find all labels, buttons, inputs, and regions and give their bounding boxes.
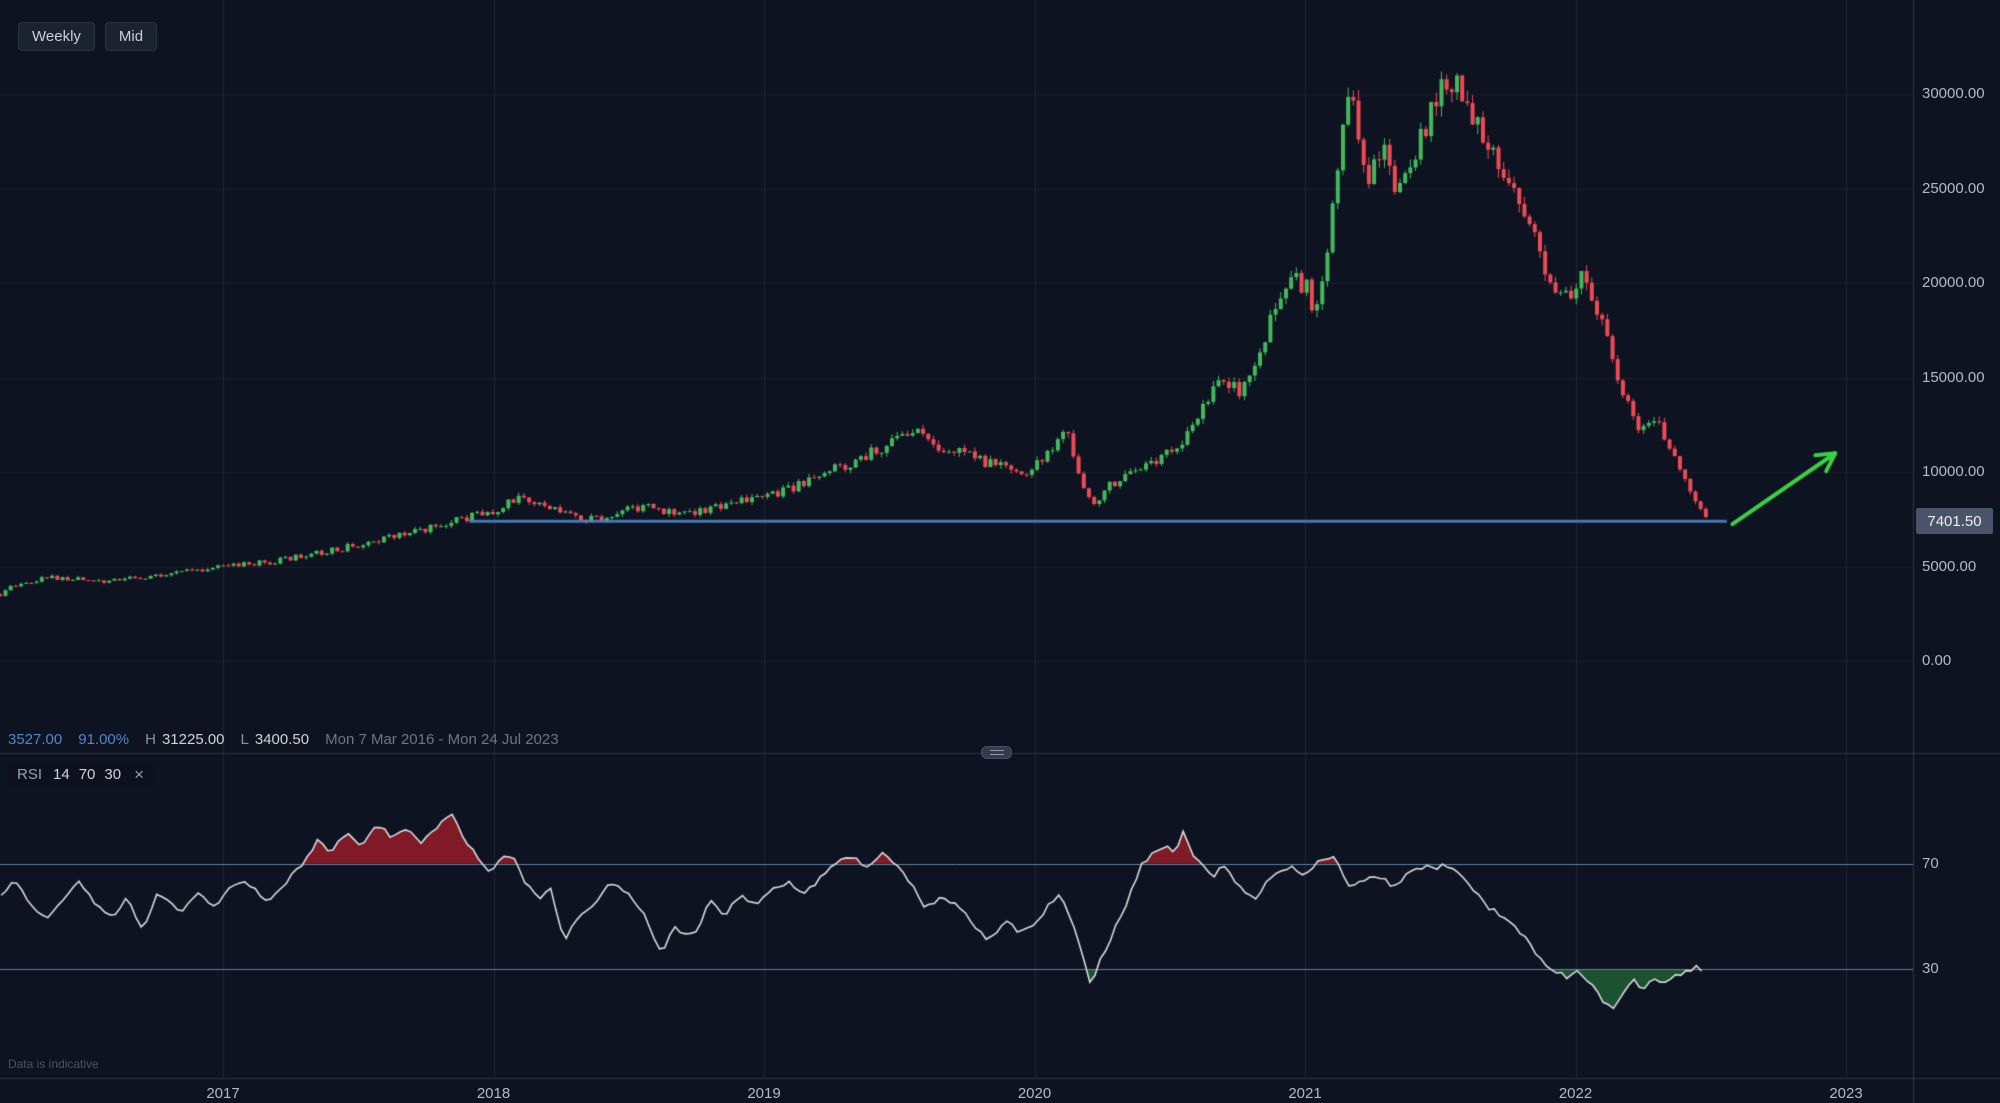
time-axis[interactable]: 2017 2018 2019 2020 2021 2022 2023 [0, 1078, 2000, 1103]
time-axis-label: 2020 [1017, 1085, 1052, 1102]
time-axis-label: 2023 [1829, 1085, 1863, 1102]
rsi-axis-label: 30 [1922, 960, 1939, 978]
price-axis-label: 20000.00 [1922, 274, 1985, 292]
time-axis-label: 2018 [476, 1085, 511, 1102]
rsi-close-button[interactable]: × [134, 765, 145, 784]
high-label: H [145, 731, 156, 748]
open-price-value: 3527.00 [8, 731, 63, 748]
change-percent-value: 91.00% [78, 731, 130, 748]
price-axis-label: 30000.00 [1922, 85, 1985, 103]
rsi-param-value: 30 [104, 766, 122, 783]
rsi-title: RSI [17, 766, 43, 783]
date-range-label: Mon 7 Mar 2016 - Mon 24 Jul 2023 [325, 731, 559, 748]
rsi-params: 14 70 30 [53, 766, 121, 783]
rsi-header: RSI 14 70 30 × [8, 763, 154, 786]
low-label: L [240, 731, 249, 748]
high-group: H 31225.00 [145, 731, 224, 748]
price-axis[interactable]: 30000.00 25000.00 20000.00 15000.00 10000.00… [1913, 0, 2000, 1078]
high-value: 31225.00 [161, 731, 225, 748]
price-axis-label: 5000.00 [1922, 557, 1977, 575]
current-price-label: 7401.50 [1916, 508, 1993, 535]
low-value: 3400.50 [254, 731, 310, 748]
interval-weekly-button[interactable]: Weekly [18, 22, 95, 51]
ohlc-info-row: 3527.00 91.00% H 31225.00 L 3400.50 Mon … [8, 731, 559, 748]
indicative-watermark: Data is indicative [8, 1057, 99, 1071]
time-axis-label: 2019 [747, 1085, 781, 1102]
grip-icon [989, 750, 1004, 755]
time-axis-label: 2017 [206, 1085, 240, 1102]
rsi-axis-label: 70 [1922, 854, 1939, 872]
time-axis-label: 2022 [1558, 1085, 1593, 1102]
price-axis-label: 25000.00 [1922, 179, 1985, 197]
chart-toolbar: Weekly Mid [18, 22, 158, 51]
price-type-mid-button[interactable]: Mid [104, 22, 158, 51]
price-axis-label: 15000.00 [1922, 368, 1985, 386]
price-axis-label: 10000.00 [1922, 463, 1985, 481]
time-axis-label: 2021 [1288, 1085, 1322, 1102]
low-group: L 3400.50 [241, 731, 310, 748]
panel-resize-handle[interactable] [981, 746, 1012, 759]
rsi-param-value: 70 [78, 766, 96, 783]
rsi-param-value: 14 [53, 766, 70, 783]
price-axis-label: 0.00 [1922, 652, 1952, 669]
